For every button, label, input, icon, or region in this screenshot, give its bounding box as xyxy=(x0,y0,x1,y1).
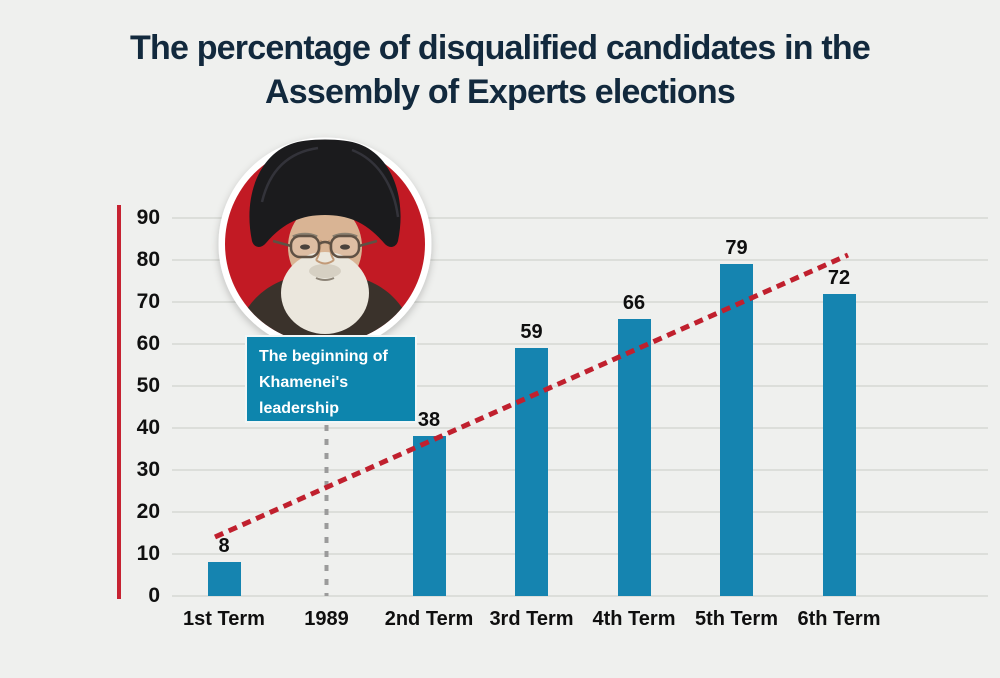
grid-line-30 xyxy=(172,469,988,471)
y-axis-tick-label-70: 70 xyxy=(136,290,160,313)
left-eyebrow xyxy=(292,232,318,239)
value-label-1st-term: 8 xyxy=(218,535,230,558)
khamenei-portrait-illustration xyxy=(218,137,432,351)
right-eye xyxy=(340,244,350,250)
chart-title-line-1: The percentage of disqualified candidate… xyxy=(130,29,871,67)
x-axis-label-1989: 1989 xyxy=(304,608,349,630)
grid-line-0 xyxy=(172,595,988,597)
chart-title: The percentage of disqualified candidate… xyxy=(0,26,1000,114)
y-axis-tick-label-50: 50 xyxy=(136,374,160,397)
annotation-line-3: leadership xyxy=(259,400,340,417)
annotation-box: The beginning of Khamenei's leadership xyxy=(245,335,417,423)
portrait-ring xyxy=(218,137,432,351)
bar-3rd-term xyxy=(515,348,548,596)
collar-shape xyxy=(313,277,337,297)
beard-shape xyxy=(281,252,369,334)
bar-2nd-term xyxy=(412,436,446,596)
grid-line-20 xyxy=(172,511,988,513)
grid-line-70 xyxy=(172,301,988,303)
x-axis-label-3rd-term: 3rd Term xyxy=(489,608,574,630)
value-label-3rd-term: 59 xyxy=(520,321,543,344)
glasses-icon xyxy=(272,234,378,259)
x-axis-label-6th-term: 6th Term xyxy=(797,608,881,630)
y-axis-tick-label-40: 40 xyxy=(136,416,160,439)
annotation-line-2: Khamenei's xyxy=(259,374,349,391)
x-axis-label-2nd-term: 2nd Term xyxy=(384,608,474,630)
x-axis-label-1st-term: 1st Term xyxy=(183,608,265,630)
y-axis-tick-label-10: 10 xyxy=(136,542,160,565)
grid-line-90 xyxy=(172,217,988,219)
y-axis-line xyxy=(117,205,121,599)
y-axis-tick-label-60: 60 xyxy=(136,332,160,355)
bar-4th-term xyxy=(617,318,651,596)
y-axis-tick-label-0: 0 xyxy=(148,584,160,607)
left-eye xyxy=(300,244,310,250)
turban-shape xyxy=(249,139,401,247)
grid-line-40 xyxy=(172,427,988,429)
grid-line-80 xyxy=(172,259,988,261)
y-axis-tick-label-80: 80 xyxy=(136,248,160,271)
bar-6th-term xyxy=(822,293,856,596)
value-label-5th-term: 79 xyxy=(725,237,748,260)
bar-1st-term xyxy=(207,562,241,596)
right-eyebrow xyxy=(332,232,358,239)
mustache-shape xyxy=(309,264,341,278)
value-label-4th-term: 66 xyxy=(622,291,646,314)
portrait-background xyxy=(225,144,425,344)
grid-line-10 xyxy=(172,553,988,555)
y-axis-tick-label-90: 90 xyxy=(136,206,160,229)
mouth-line xyxy=(315,277,335,281)
value-label-6th-term: 72 xyxy=(827,266,851,289)
x-axis-label-5th-term: 5th Term xyxy=(695,608,778,630)
x-axis-label-4th-term: 4th Term xyxy=(592,608,676,630)
bar-5th-term xyxy=(720,264,753,596)
annotation-line-1: The beginning of xyxy=(259,348,388,365)
chart-title-line-2: Assembly of Experts elections xyxy=(265,73,736,111)
turban-folds xyxy=(260,146,400,218)
y-axis-tick-label-30: 30 xyxy=(136,458,160,481)
y-axis-tick-label-20: 20 xyxy=(136,500,160,523)
